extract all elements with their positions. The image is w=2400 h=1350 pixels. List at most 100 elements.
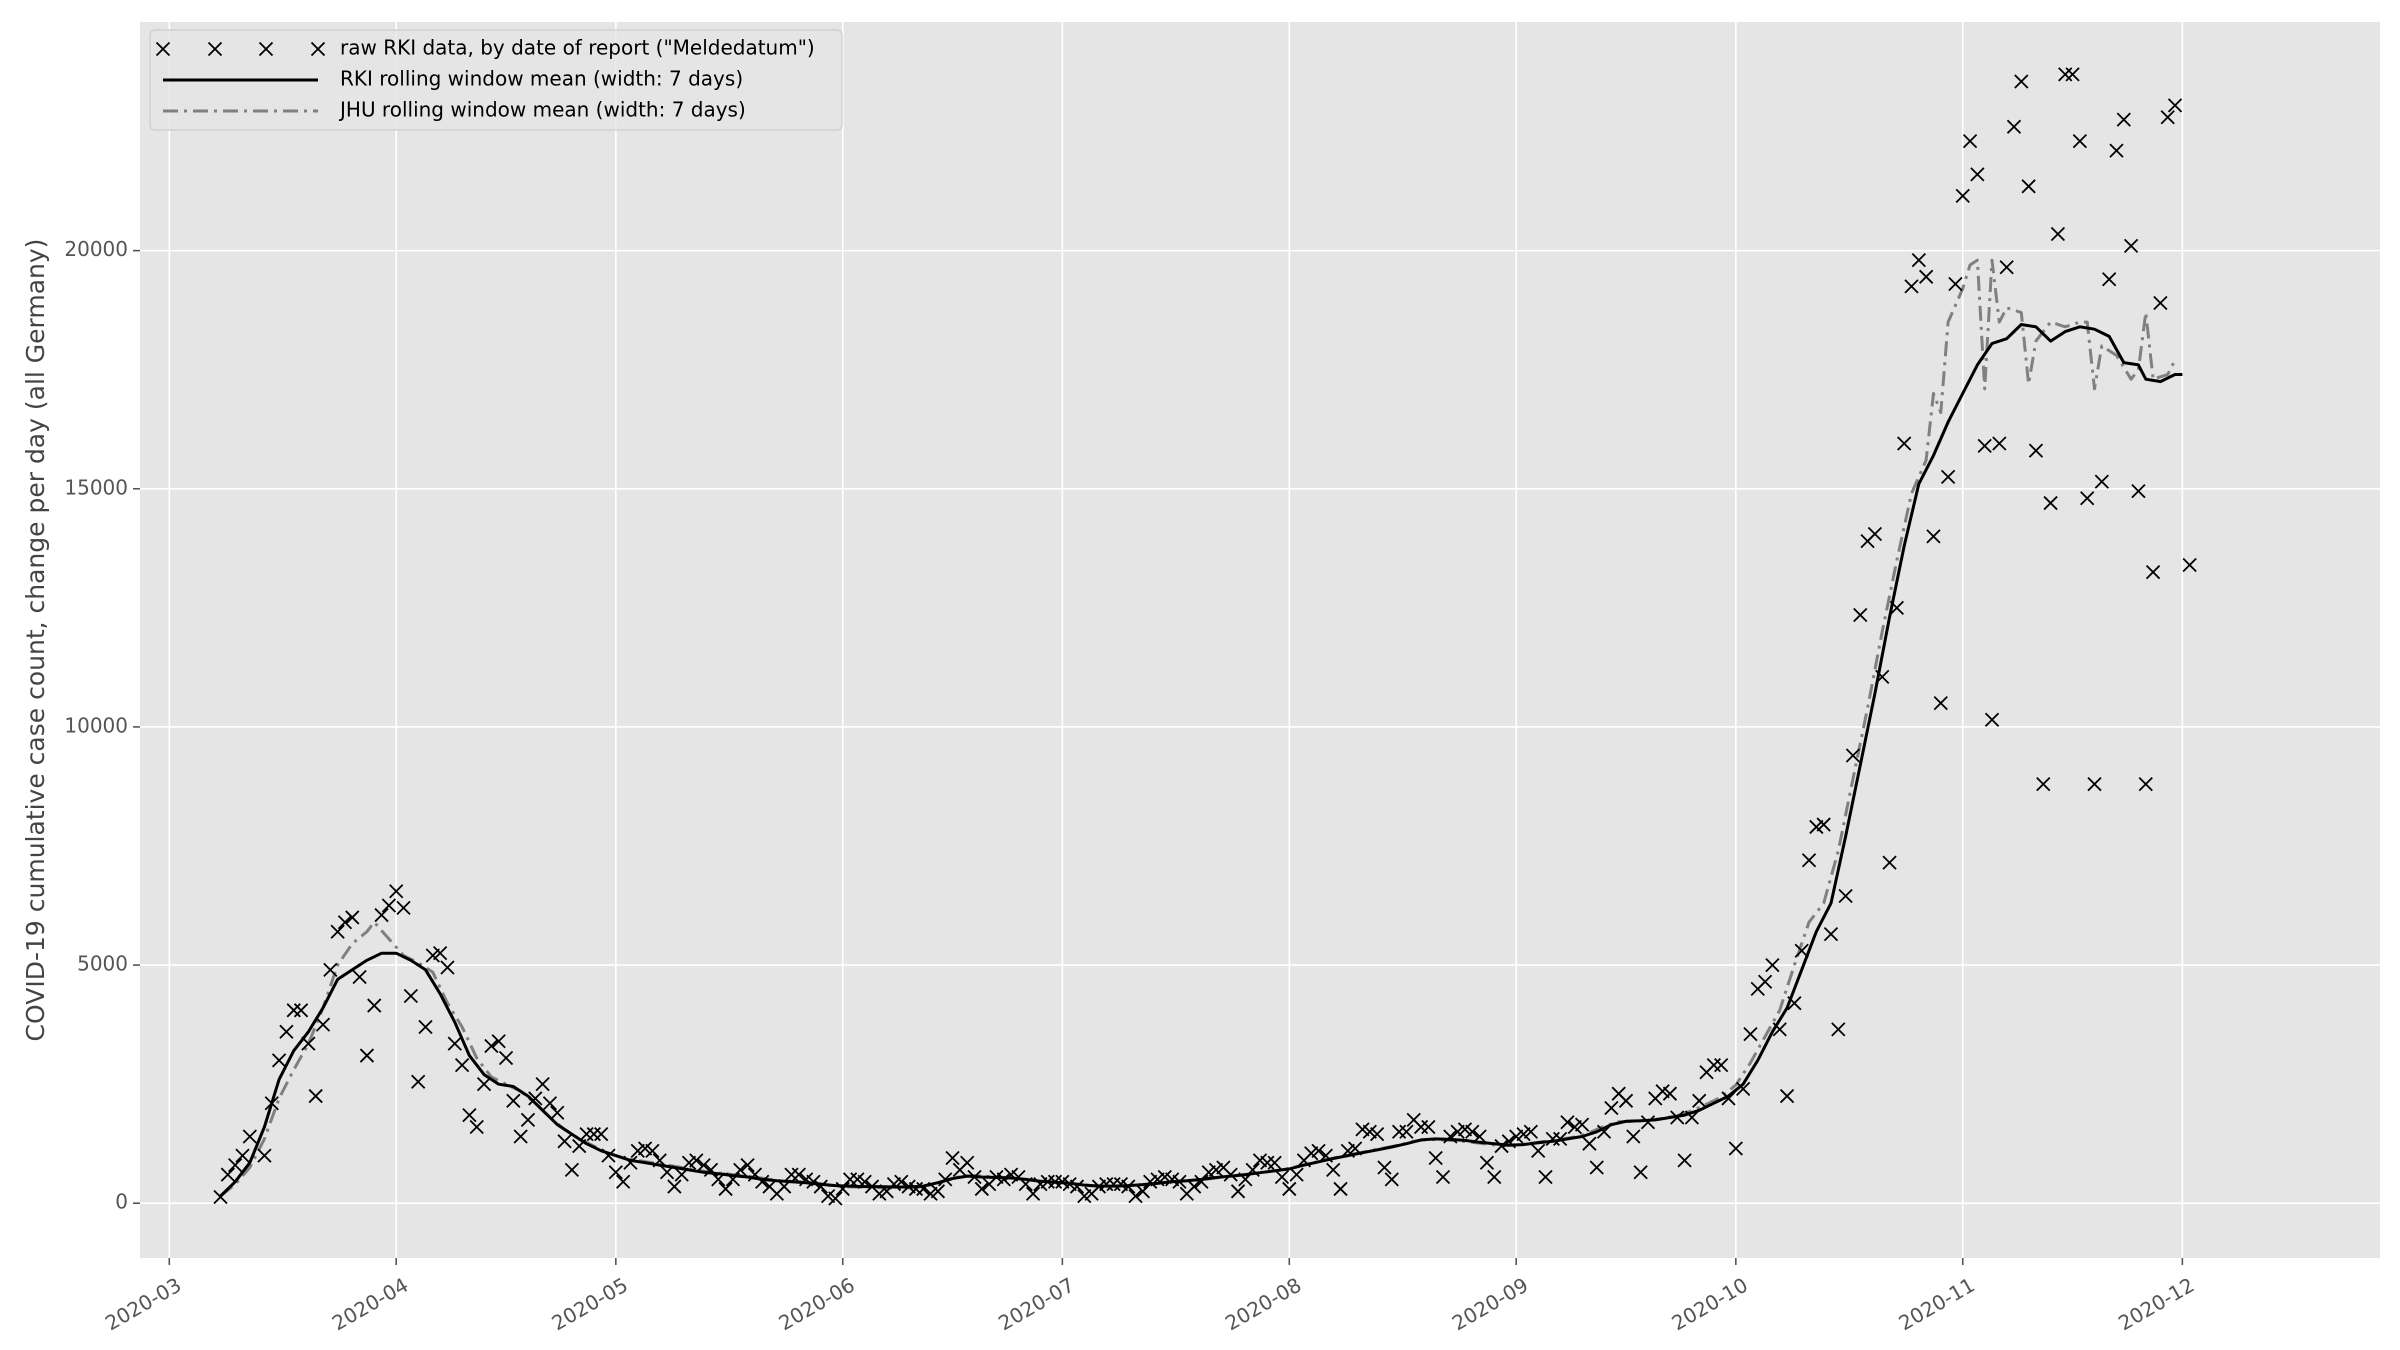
data-point-marker [689, 1153, 704, 1168]
legend-label: RKI rolling window mean (width: 7 days) [340, 67, 743, 91]
data-point-marker [1736, 1081, 1751, 1097]
data-point-marker [542, 1096, 558, 1111]
data-point-marker [1135, 1184, 1151, 1199]
data-point-marker [659, 1165, 675, 1180]
data-point-marker [996, 1172, 1011, 1187]
data-point-marker [594, 1127, 609, 1142]
data-point-marker [1274, 1169, 1290, 1185]
data-point-marker [1428, 1150, 1443, 1166]
series-raw-rki-markers [213, 67, 2197, 1206]
data-point-marker [1999, 260, 2014, 275]
data-point-marker [352, 969, 367, 985]
data-point-marker [1018, 1177, 1033, 1192]
data-point-marker [1882, 855, 1897, 870]
data-point-marker [1230, 1184, 1246, 1199]
data-point-marker [1384, 1172, 1399, 1187]
data-point-marker [484, 1038, 499, 1054]
data-point-marker [1977, 438, 1992, 454]
legend: raw RKI data, by date of report ("Melded… [149, 29, 843, 131]
data-point-marker [411, 1074, 426, 1089]
data-point-marker [791, 1167, 806, 1182]
data-point-marker [1714, 1057, 1729, 1073]
data-point-marker [2123, 238, 2139, 253]
data-point-marker [1172, 1174, 1187, 1189]
data-point-marker [1794, 943, 1809, 958]
data-point-marker [1721, 1091, 1736, 1106]
data-point-marker [740, 1157, 755, 1173]
data-point-marker [308, 1088, 323, 1104]
data-point-marker [1779, 1088, 1795, 1104]
data-point-marker [1889, 600, 1904, 615]
data-point-marker [2167, 98, 2183, 113]
data-point-marker [2131, 484, 2146, 499]
series-layer [213, 67, 2197, 1206]
data-point-marker [2043, 495, 2058, 511]
data-point-marker [271, 1053, 287, 1068]
data-point-marker [813, 1179, 828, 1194]
data-point-marker [220, 1167, 235, 1182]
data-point-marker [381, 898, 397, 913]
data-point-marker [359, 1048, 375, 1063]
data-point-marker [1940, 469, 1956, 485]
data-point-marker [616, 1174, 631, 1189]
data-point-marker [1333, 1181, 1348, 1197]
data-point-marker [1838, 888, 1853, 904]
data-point-marker [1640, 1115, 1656, 1130]
data-point-marker [718, 1181, 733, 1197]
data-point-marker [1223, 1167, 1238, 1182]
data-point-marker [293, 1003, 309, 1018]
data-point-marker [2116, 112, 2131, 127]
data-point-marker [1728, 1141, 1743, 1156]
data-point-marker [1816, 817, 1831, 832]
data-point-marker [777, 1179, 792, 1194]
data-point-marker [2050, 226, 2066, 242]
data-point-marker [301, 1036, 316, 1051]
data-point-marker [1875, 669, 1890, 685]
data-point-marker [938, 1172, 953, 1187]
data-point-marker [930, 1184, 946, 1199]
data-point-marker [916, 1181, 931, 1197]
data-point-marker [1574, 1117, 1590, 1132]
data-point-marker [1501, 1134, 1517, 1149]
data-point-marker [1435, 1169, 1451, 1185]
data-point-marker [520, 1112, 536, 1128]
data-point-marker [960, 1155, 975, 1170]
data-point-marker [1582, 1136, 1597, 1151]
data-point-marker [711, 1172, 726, 1187]
data-point-marker [2160, 110, 2175, 125]
data-point-marker [623, 1155, 638, 1170]
data-point-marker [418, 1019, 433, 1035]
data-point-marker [286, 1003, 301, 1018]
data-point-marker [367, 998, 382, 1013]
data-point-marker [1069, 1179, 1085, 1194]
data-point-marker [2182, 557, 2197, 573]
data-point-marker [1904, 279, 1919, 294]
data-point-marker [330, 924, 345, 939]
y-tick-label: 10000 [64, 713, 128, 737]
data-point-marker [1984, 712, 2000, 727]
data-point-marker [857, 1174, 872, 1189]
data-point-marker [315, 1017, 331, 1032]
data-point-marker [572, 1138, 587, 1154]
data-point-marker [2102, 272, 2117, 287]
data-point-marker [725, 1172, 741, 1187]
data-point-marker [462, 1107, 477, 1123]
data-point-marker [374, 907, 389, 923]
data-point-marker [2080, 491, 2095, 506]
data-point-marker [1465, 1124, 1480, 1139]
data-point-marker [323, 962, 338, 977]
data-point-marker [1706, 1057, 1721, 1073]
data-point-marker [1560, 1115, 1575, 1130]
data-point-marker [2014, 74, 2029, 89]
data-point-marker [513, 1129, 528, 1144]
y-tick-label: 5000 [77, 952, 128, 976]
data-point-marker [696, 1157, 711, 1173]
data-point-marker [2153, 295, 2168, 311]
data-point-marker [1545, 1131, 1560, 1147]
data-point-marker [1443, 1129, 1458, 1144]
data-point-marker [1487, 1169, 1502, 1185]
data-point-marker [2087, 776, 2102, 792]
data-point-marker [1823, 926, 1839, 942]
data-point-marker [1025, 1186, 1041, 1201]
data-point-marker [1684, 1110, 1700, 1125]
